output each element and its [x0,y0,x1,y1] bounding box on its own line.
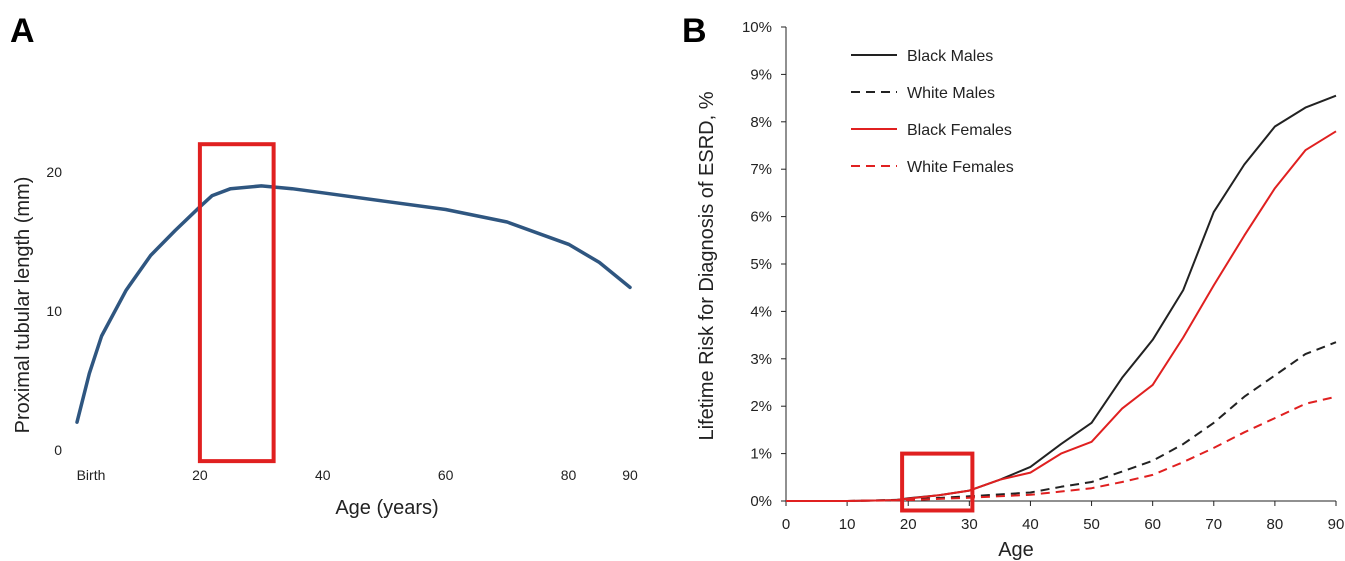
x-tick-label: 10 [839,516,856,533]
x-tick-label: 0 [782,516,790,533]
y-tick-label: 8% [750,114,772,131]
series-line-white-females [786,395,1337,502]
x-tick-label: 70 [1205,516,1222,533]
y-tick-label: 1% [750,446,772,463]
panel-a-label: A [10,12,35,50]
y-axis-title: Proximal tubular length (mm) [12,177,34,434]
y-tick-label: 10% [742,19,772,36]
x-axis-title: Age [998,539,1034,561]
x-tick-label: 60 [1144,516,1161,533]
x-tick-label: Birth [77,467,106,483]
x-tick-label: 80 [561,467,577,483]
x-tick-label: 90 [622,467,638,483]
legend-label-black-males: Black Males [907,48,993,65]
panel-b-chart: 0% 1% 2% 3% 4% 5% 6% 7% 8% 9% 10% 0 10 20 30 40 50 60 70 80… [696,19,1344,561]
y-axis-title: Lifetime Risk for Diagnosis of ESRD, % [696,91,718,440]
y-tick-label: 4% [750,303,772,320]
legend-label-white-females: White Females [907,159,1014,176]
y-tick-label: 6% [750,209,772,226]
panel-a-chart: 0 10 20 Birth 20 40 60 80 90 Age (years) Proximal … [12,142,638,519]
x-tick-label: 40 [1022,516,1039,533]
x-tick-label: 40 [315,467,331,483]
series-line-black-males [786,94,1337,502]
y-tick-label: 20 [46,164,62,180]
series-line-black-females [786,130,1337,502]
legend-label-black-females: Black Females [907,122,1012,139]
panel-b-label: B [682,12,707,50]
x-tick-label: 30 [961,516,978,533]
highlight-box [197,142,276,464]
x-tick-label: 90 [1328,516,1345,533]
highlight-box [900,451,975,513]
series-line-0 [75,184,632,424]
y-tick-label: 9% [750,66,772,83]
y-tick-label: 0% [750,493,772,510]
y-tick-label: 5% [750,256,772,273]
x-tick-label: 20 [192,467,208,483]
y-tick-label: 0 [54,442,62,458]
y-tick-label: 10 [46,303,62,319]
series-line-white-males [786,341,1337,502]
legend-label-white-males: White Males [907,85,995,102]
y-tick-label: 3% [750,351,772,368]
y-tick-label: 2% [750,398,772,415]
x-axis-title: Age (years) [335,497,438,519]
x-tick-label: 50 [1083,516,1100,533]
x-tick-label: 20 [900,516,917,533]
x-tick-label: 80 [1267,516,1284,533]
x-tick-label: 60 [438,467,454,483]
y-tick-label: 7% [750,161,772,178]
